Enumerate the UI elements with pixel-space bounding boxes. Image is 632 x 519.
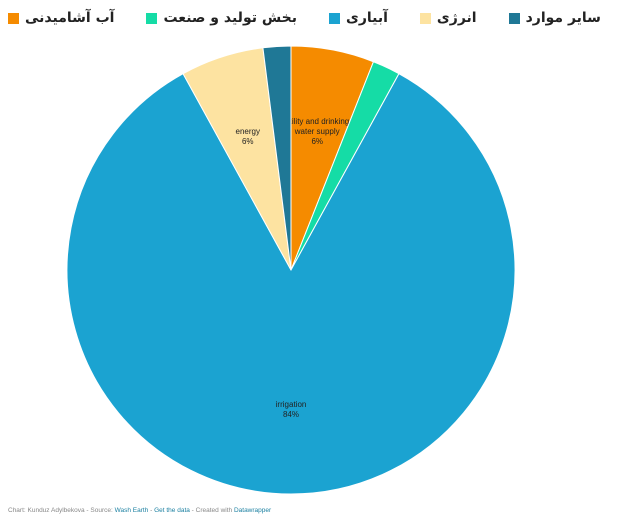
legend-text: آب آشامیدنی [25,10,115,26]
footer-text: Chart: Kunduz Adylbekova - Source: [8,507,115,514]
slice-label: irrigation [275,400,307,409]
slice-label: utility and drinking water supply [285,117,350,137]
legend-text: آبیاری [346,10,388,26]
legend-swatch [146,12,158,24]
footer-text: - Created with [189,507,234,514]
legend-text: سایر موارد [525,10,601,26]
footer-link[interactable]: Wash Earth [114,507,149,514]
legend-item: آب آشامیدنی [8,10,114,26]
legend-swatch [8,12,19,24]
legend-swatch [508,12,520,24]
legend-text: انرژی [436,10,477,26]
slice-value-label: 6% [241,136,254,146]
legend-item: بخش تولید و صنعت [146,10,297,26]
legend: آب آشامیدنی بخش تولید و صنعت آبیاری انرژی سا… [8,10,601,26]
legend-item: آبیاری [329,10,388,26]
footer: Chart: Kunduz Adylbekova - Source: Wash … [8,507,271,514]
pie-slice [66,73,516,495]
pie-slice [262,45,292,271]
slice-value-label: 6% [311,137,323,147]
footer-link[interactable]: Datawrapper [233,507,272,514]
legend-swatch [329,12,340,24]
legend-item: انرژی [419,10,477,26]
legend-swatch [419,12,431,24]
legend-item: سایر موارد [508,10,601,26]
slice-label: energy [235,126,260,136]
footer-link[interactable]: Get the data [154,507,190,514]
legend-text: بخش تولید و صنعت [163,10,297,26]
slice-value-label: 84% [282,410,299,419]
footer-text: - [148,507,155,514]
